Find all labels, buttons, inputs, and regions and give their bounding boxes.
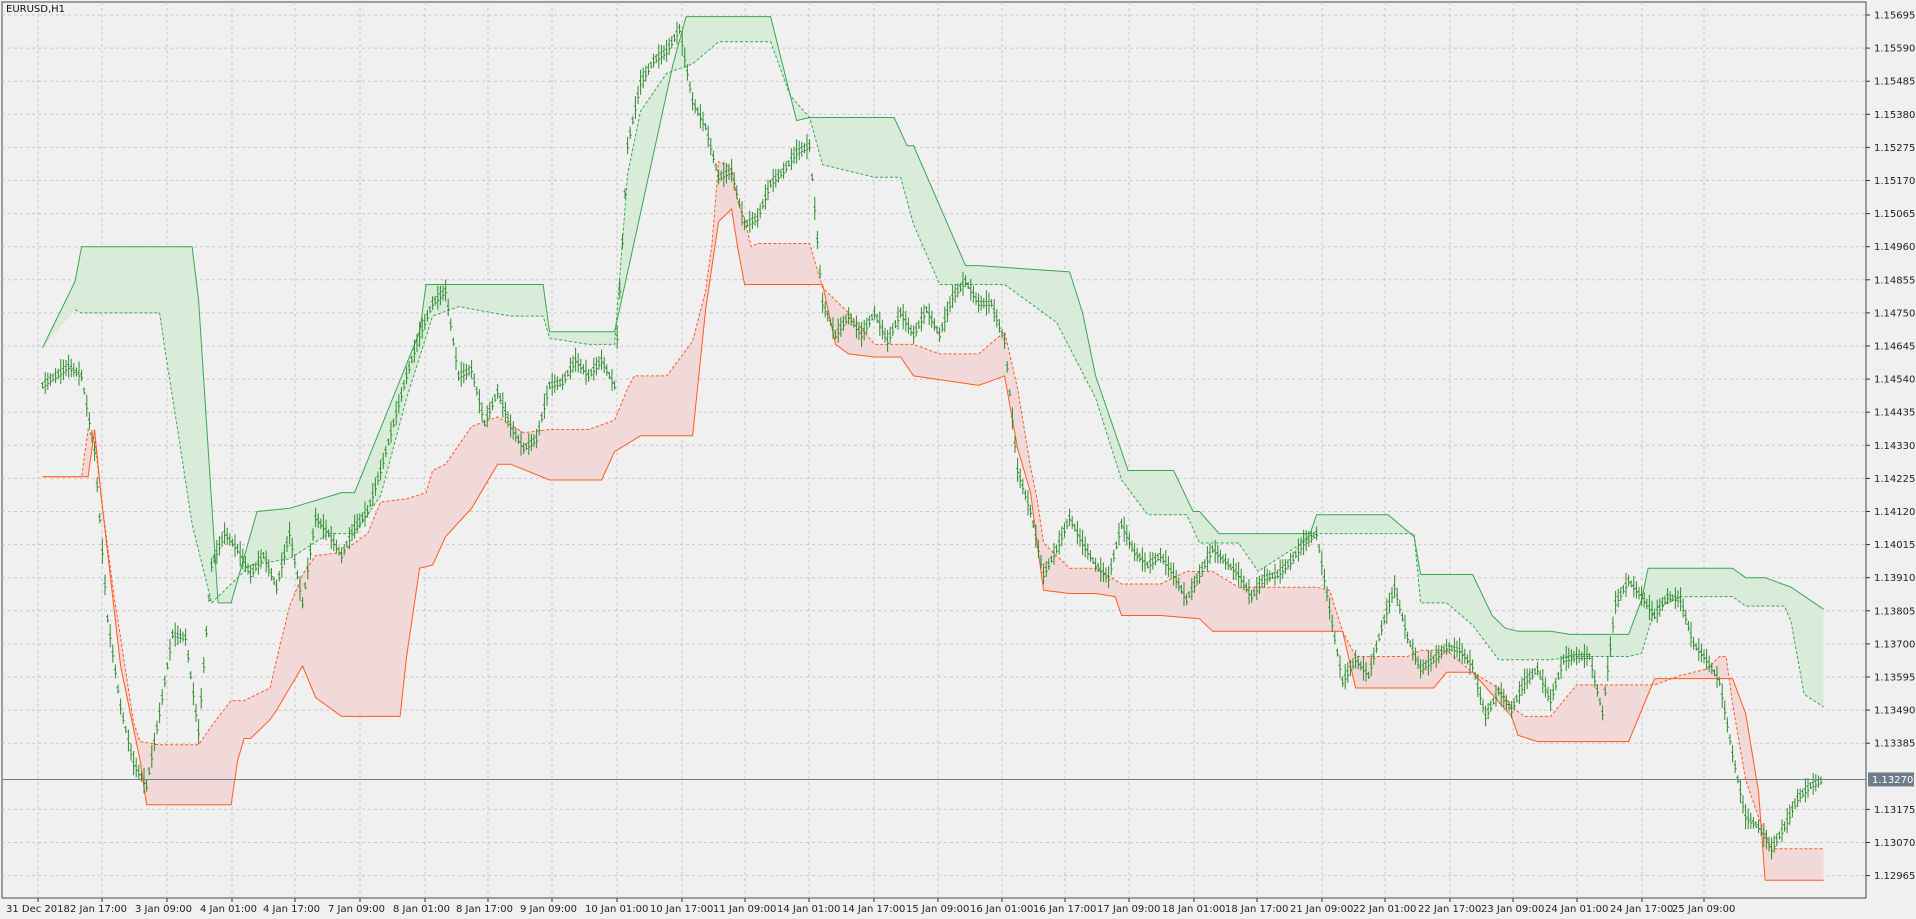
grid <box>2 2 1866 898</box>
x-tick-label: 18 Jan 17:00 <box>1225 904 1288 915</box>
y-tick-label: 1.14435 <box>1874 408 1915 419</box>
symbol-label: EURUSD,H1 <box>6 4 65 15</box>
x-tick-label: 4 Jan 17:00 <box>263 904 320 915</box>
y-tick-label: 1.15065 <box>1874 209 1915 220</box>
lower-band-inner-line <box>42 160 1824 850</box>
x-tick-label: 18 Jan 01:00 <box>1162 904 1225 915</box>
upper-band-fill <box>42 16 1824 707</box>
x-tick-label: 7 Jan 09:00 <box>328 904 385 915</box>
x-tick-label: 23 Jan 09:00 <box>1481 904 1544 915</box>
y-tick-label: 1.13385 <box>1874 739 1915 750</box>
y-tick-label: 1.14120 <box>1874 507 1915 518</box>
upper-band-line <box>42 16 1824 635</box>
x-tick-label: 16 Jan 17:00 <box>1033 904 1096 915</box>
x-tick-label: 8 Jan 17:00 <box>456 904 513 915</box>
y-tick-label: 1.13175 <box>1874 805 1915 816</box>
y-tick-label: 1.14015 <box>1874 540 1915 551</box>
lower-band-fill <box>42 161 1824 881</box>
y-axis: 1.15695 1.15590 1.15485 1.15380 1.15275 1.151… <box>1866 11 1915 882</box>
x-axis: 31 Dec 2018 2 Jan 17:00 3 Jan 09:00 4 Jan 0… <box>6 898 1735 915</box>
x-tick-label: 22 Jan 01:00 <box>1353 904 1416 915</box>
x-tick-label: 24 Jan 01:00 <box>1545 904 1608 915</box>
x-tick-label: 3 Jan 09:00 <box>135 904 192 915</box>
current-price-label: 1.13270 <box>1872 775 1913 786</box>
y-tick-label: 1.13910 <box>1874 573 1915 584</box>
y-tick-label: 1.13070 <box>1874 838 1915 849</box>
y-tick-label: 1.15695 <box>1874 11 1915 22</box>
x-tick-label: 10 Jan 01:00 <box>585 904 648 915</box>
plot-area <box>1 1 1867 899</box>
x-tick-label: 11 Jan 09:00 <box>713 904 776 915</box>
x-tick-label: 31 Dec 2018 <box>6 904 70 915</box>
y-tick-label: 1.13805 <box>1874 606 1915 617</box>
y-tick-label: 1.13490 <box>1874 706 1915 717</box>
y-tick-label: 1.13700 <box>1874 639 1915 650</box>
y-tick-label: 1.15485 <box>1874 77 1915 88</box>
x-tick-label: 14 Jan 17:00 <box>842 904 905 915</box>
y-tick-label: 1.14225 <box>1874 474 1915 485</box>
upper-band-inner-line <box>74 41 1824 708</box>
x-tick-label: 10 Jan 17:00 <box>650 904 713 915</box>
y-tick-label: 1.14540 <box>1874 375 1915 386</box>
x-tick-label: 21 Jan 09:00 <box>1290 904 1353 915</box>
y-tick-label: 1.13595 <box>1874 673 1915 684</box>
x-tick-label: 15 Jan 09:00 <box>906 904 969 915</box>
price-bars <box>41 21 1823 860</box>
y-tick-label: 1.15590 <box>1874 44 1915 55</box>
y-tick-label: 1.12965 <box>1874 871 1915 882</box>
y-tick-label: 1.14855 <box>1874 275 1915 286</box>
y-tick-label: 1.15170 <box>1874 176 1915 187</box>
x-tick-label: 4 Jan 01:00 <box>200 904 257 915</box>
x-tick-label: 9 Jan 09:00 <box>520 904 577 915</box>
y-tick-label: 1.15380 <box>1874 110 1915 121</box>
x-tick-label: 17 Jan 09:00 <box>1097 904 1160 915</box>
x-tick-label: 25 Jan 09:00 <box>1672 904 1735 915</box>
x-tick-label: 24 Jan 17:00 <box>1610 904 1673 915</box>
x-tick-label: 8 Jan 01:00 <box>393 904 450 915</box>
y-tick-label: 1.14330 <box>1874 441 1915 452</box>
y-tick-label: 1.14960 <box>1874 242 1915 253</box>
x-tick-label: 2 Jan 17:00 <box>70 904 127 915</box>
x-tick-label: 14 Jan 01:00 <box>777 904 840 915</box>
current-price-tag <box>1868 772 1914 787</box>
x-tick-label: 22 Jan 17:00 <box>1418 904 1481 915</box>
y-tick-label: 1.14750 <box>1874 308 1915 319</box>
y-tick-label: 1.14645 <box>1874 342 1915 353</box>
y-tick-label: 1.15275 <box>1874 143 1915 154</box>
x-tick-label: 16 Jan 01:00 <box>970 904 1033 915</box>
